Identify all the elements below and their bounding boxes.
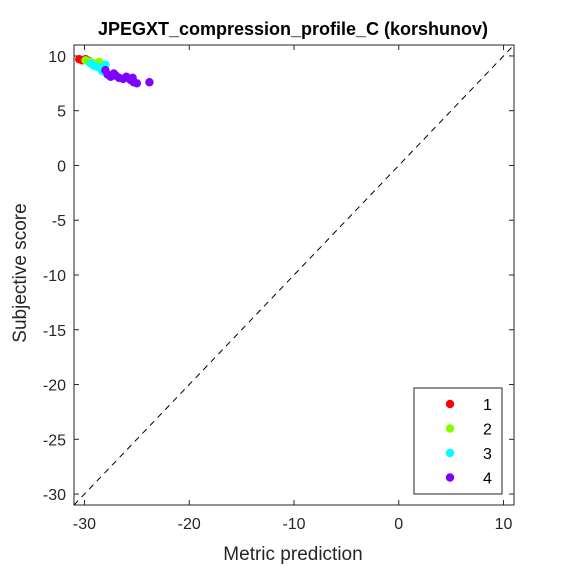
y-tick-label: 5: [57, 104, 66, 121]
y-tick-label: 10: [48, 49, 66, 66]
y-tick-label: -20: [43, 378, 66, 395]
x-tick-label: -10: [282, 516, 305, 533]
y-tick-label: -15: [43, 323, 66, 340]
x-tick-label: -30: [73, 516, 96, 533]
y-tick-label: -30: [43, 487, 66, 504]
identity-line: [73, 44, 515, 506]
legend-label-4: 4: [483, 471, 492, 488]
legend-label-3: 3: [483, 446, 492, 463]
plot-area: -30 -20 -10 0 10 10 5 0 -5 -10 -15 -20 -25 -30 1 2 3 4: [43, 44, 515, 533]
legend-marker-3: [445, 448, 455, 458]
data-point-series-4: [128, 73, 137, 83]
x-tick-label: 10: [495, 516, 513, 533]
legend-marker-4: [445, 473, 455, 482]
chart-title: JPEGXT_compression_profile_C (korshunov): [98, 19, 488, 39]
x-axis-label: Metric prediction: [223, 544, 362, 565]
legend-box: [413, 387, 503, 495]
y-tick-label: -10: [43, 268, 66, 285]
y-tick-label: -25: [43, 432, 66, 449]
legend-marker-2: [445, 424, 455, 433]
x-tick-label: -20: [178, 516, 201, 533]
data-point-series-4: [145, 78, 154, 87]
y-axis-label: Subjective score: [10, 203, 31, 342]
y-tick-label: 0: [57, 158, 66, 175]
legend-label-1: 1: [483, 397, 492, 414]
legend-label-2: 2: [483, 422, 492, 439]
x-tick-label: 0: [394, 516, 403, 533]
y-tick-label: -5: [52, 213, 66, 230]
legend-marker-1: [445, 399, 455, 409]
